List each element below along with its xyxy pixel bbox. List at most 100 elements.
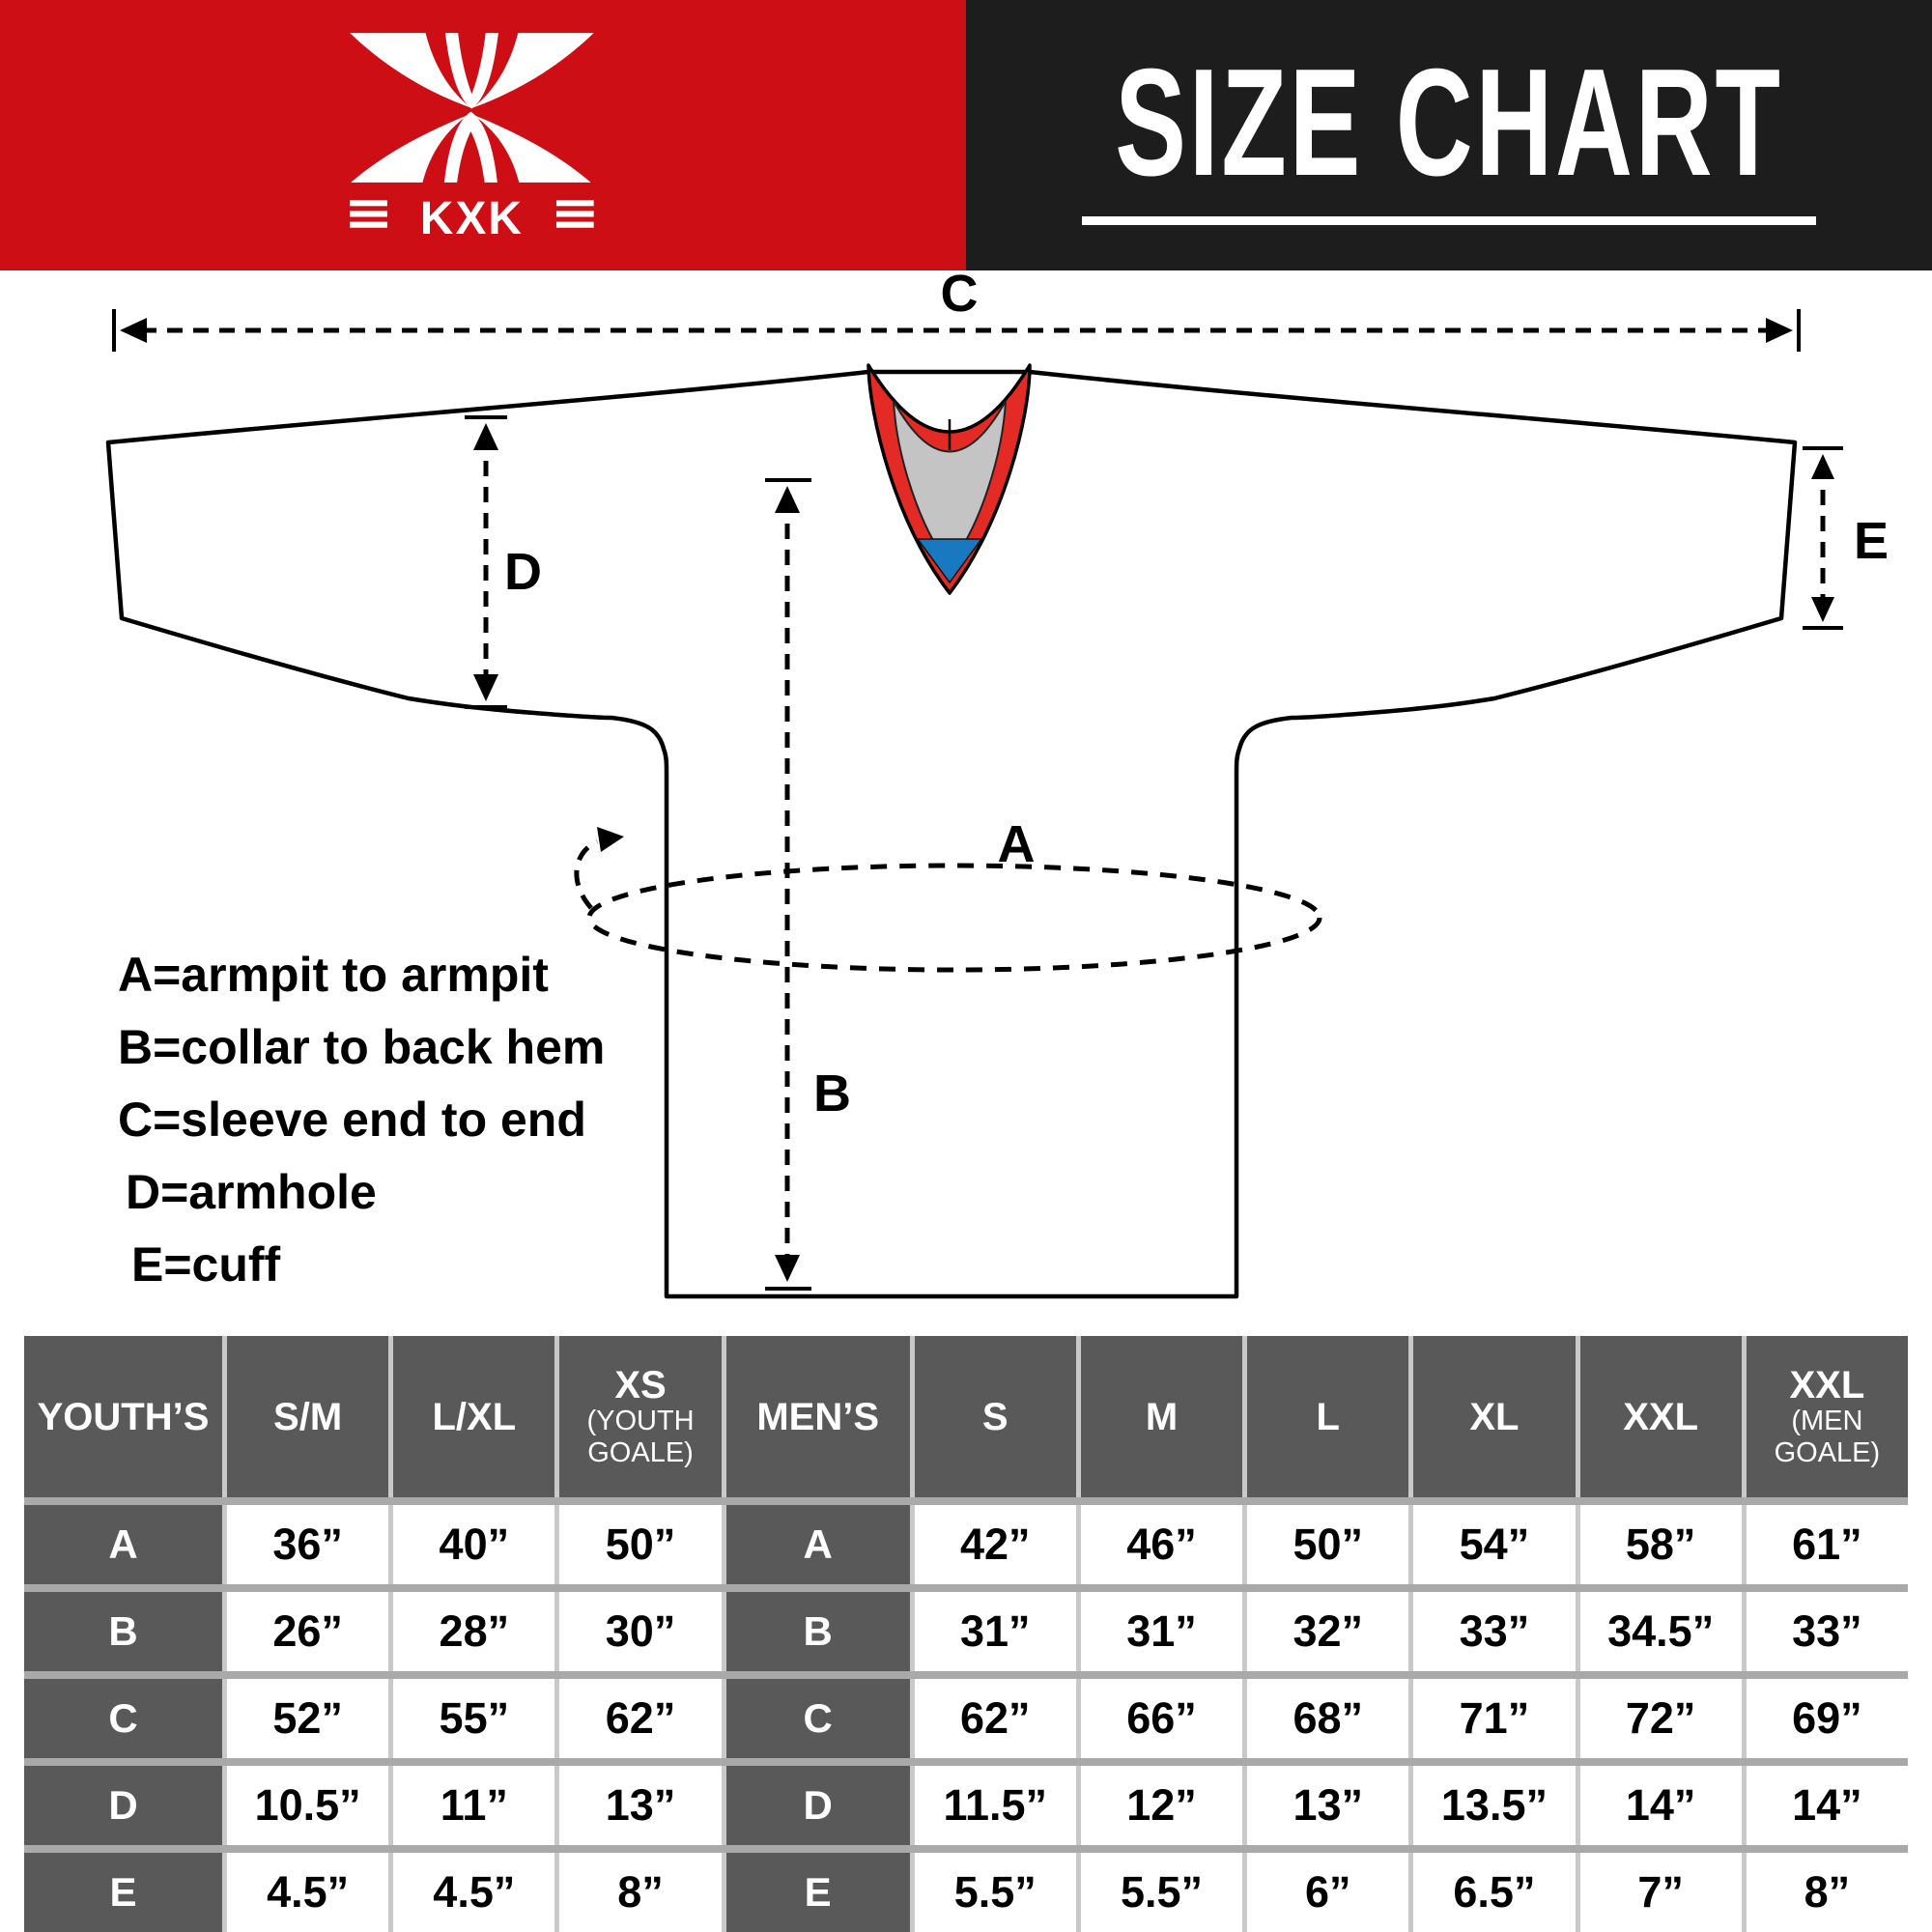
collar-blue-insert [916,538,983,584]
youth-value-B-0: 26” [227,1592,389,1671]
youth-row-label-A: A [24,1505,222,1584]
table-row-A: A 36” 40” 50” A 42” 46” 50” 54” 58” 61” [24,1505,1908,1584]
youth-column-header-1: L/XL [393,1336,555,1497]
mens-row-label-E: E [725,1853,910,1932]
youth-row-label-B: B [24,1592,222,1671]
measure-d-label: D [504,543,542,601]
mens-value-E-4: 7” [1579,1853,1742,1932]
measure-d-arrow [465,415,507,709]
logo-right-bars-icon [555,200,594,228]
measure-e-label: E [1854,512,1889,570]
youth-row-label-E: E [24,1853,222,1932]
mens-value-A-0: 42” [914,1505,1076,1584]
measure-c-arrow [112,309,1801,352]
mens-row-label-D: D [725,1766,910,1845]
mens-value-D-4: 14” [1579,1766,1742,1845]
mens-value-D-3: 13.5” [1413,1766,1576,1845]
youth-value-D-2: 13” [559,1766,722,1845]
kxk-logo-icon [350,33,594,183]
mens-value-D-1: 12” [1080,1766,1243,1845]
legend-line-a: A=armpit to armpit [118,948,549,1002]
mens-value-E-1: 5.5” [1080,1853,1243,1932]
youth-value-A-2: 50” [559,1505,722,1584]
collar-gray-inner [893,400,1007,567]
page-title: SIZE CHART [1115,37,1783,208]
legend-line-b: B=collar to back hem [118,1020,605,1074]
mens-value-B-2: 32” [1247,1592,1409,1671]
mens-value-E-3: 6.5” [1413,1853,1576,1932]
mens-value-B-5: 33” [1746,1592,1908,1671]
youth-column-header-0: S/M [227,1336,389,1497]
mens-column-header-2: L [1247,1336,1409,1497]
mens-value-A-5: 61” [1746,1505,1908,1584]
mens-value-B-1: 31” [1080,1592,1243,1671]
table-row-B: B 26” 28” 30” B 31” 31” 32” 33” 34.5” 33” [24,1592,1908,1671]
mens-column-header-4: XXL [1579,1336,1742,1497]
youth-value-B-1: 28” [393,1592,555,1671]
mens-row-label-B: B [725,1592,910,1671]
youth-value-E-0: 4.5” [227,1853,389,1932]
measure-c-label: C [941,265,979,323]
mens-value-E-2: 6” [1247,1853,1409,1932]
mens-value-C-5: 69” [1746,1679,1908,1758]
youth-value-E-1: 4.5” [393,1853,555,1932]
mens-value-C-1: 66” [1080,1679,1243,1758]
mens-column-header-0: S [914,1336,1076,1497]
mens-value-B-4: 34.5” [1579,1592,1742,1671]
mens-value-C-0: 62” [914,1679,1076,1758]
mens-row-label-C: C [725,1679,910,1758]
mens-value-D-5: 14” [1746,1766,1908,1845]
legend-line-e: E=cuff [131,1237,281,1292]
measure-a-label: A [998,815,1036,873]
measure-b-arrow [765,478,811,1291]
mens-table-title: MEN’S [725,1336,910,1497]
mens-value-E-5: 8” [1746,1853,1908,1932]
youth-value-E-2: 8” [559,1853,722,1932]
kxk-logo: KXK [350,33,594,243]
mens-value-B-3: 33” [1413,1592,1576,1671]
youth-column-header-2: XS (YOUTH GOALE) [559,1336,722,1497]
measure-a-ellipse [574,827,1322,973]
mens-value-A-4: 58” [1579,1505,1742,1584]
mens-value-A-1: 46” [1080,1505,1243,1584]
brand-header-red-panel: KXK [0,0,966,270]
table-row-D: D 10.5” 11” 13” D 11.5” 12” 13” 13.5” 14” 14” [24,1766,1908,1845]
mens-column-header-3: XL [1413,1336,1576,1497]
youth-value-C-1: 55” [393,1679,555,1758]
mens-value-D-0: 11.5” [914,1766,1076,1845]
table-row-E: E 4.5” 4.5” 8” E 5.5” 5.5” 6” 6.5” 7” 8” [24,1853,1908,1932]
youth-value-A-1: 40” [393,1505,555,1584]
youth-table-title: YOUTH’S [24,1336,222,1497]
mens-column-header-5: XXL (MEN GOALE) [1746,1336,1908,1497]
title-underline [1082,215,1816,225]
mens-value-C-4: 72” [1579,1679,1742,1758]
youth-value-B-2: 30” [559,1592,722,1671]
mens-column-header-1: M [1080,1336,1243,1497]
youth-value-D-0: 10.5” [227,1766,389,1845]
mens-value-A-2: 50” [1247,1505,1409,1584]
measure-e-arrow [1803,446,1843,630]
measure-b-label: B [813,1065,851,1122]
legend-line-d: D=armhole [126,1165,377,1219]
mens-value-B-0: 31” [914,1592,1076,1671]
jersey-collar [867,363,1032,595]
logo-left-bars-icon [350,200,387,228]
youth-value-A-0: 36” [227,1505,389,1584]
mens-value-C-3: 71” [1413,1679,1576,1758]
youth-row-label-C: C [24,1679,222,1758]
title-header-black-panel: SIZE CHART [966,0,1932,270]
measurement-legend: A=armpit to armpit B=collar to back hem … [118,948,605,1292]
legend-line-c: C=sleeve end to end [118,1093,586,1147]
mens-value-A-3: 54” [1413,1505,1576,1584]
table-row-C: C 52” 55” 62” C 62” 66” 68” 71” 72” 69” [24,1679,1908,1758]
youth-value-C-2: 62” [559,1679,722,1758]
youth-row-label-D: D [24,1766,222,1845]
youth-value-D-1: 11” [393,1766,555,1845]
logo-brand-text: KXK [420,193,524,243]
mens-value-D-2: 13” [1247,1766,1409,1845]
youth-value-C-0: 52” [227,1679,389,1758]
size-table: YOUTH’S S/M L/XL XS (YOUTH GOALE) MEN’S S M L XL XX… [24,1336,1908,1932]
mens-row-label-A: A [725,1505,910,1584]
